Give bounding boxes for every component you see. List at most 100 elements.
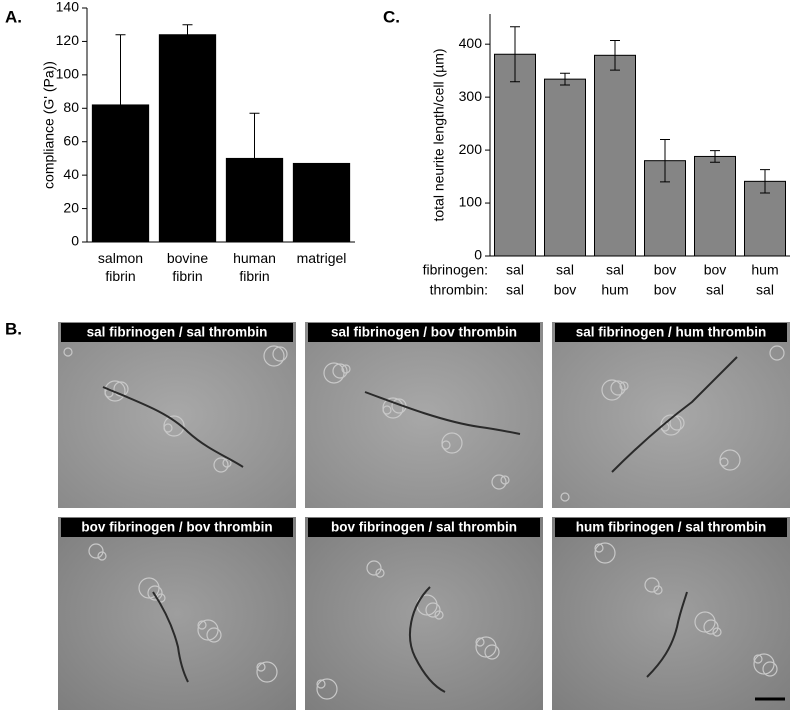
cell-blob (703, 619, 719, 635)
cell-blob (712, 627, 722, 637)
cell-blob (316, 679, 326, 689)
y-tick-label: 80 (63, 99, 79, 115)
x-tick-label: sal (756, 282, 774, 298)
bar (494, 53, 536, 257)
y-tick-label: 140 (56, 0, 80, 15)
neurite (364, 391, 521, 435)
error-bar (510, 26, 520, 83)
bar (694, 155, 736, 257)
caption-bar (61, 518, 293, 537)
bar (744, 180, 786, 257)
y-tick-label: 0 (474, 247, 482, 263)
cell-blob (762, 661, 778, 677)
cell-blob (753, 653, 775, 675)
micrograph-caption: sal fibrinogen / bov thrombin (331, 325, 517, 340)
cell-blob (601, 379, 623, 401)
x-tick-label: sal (556, 262, 574, 278)
bar (544, 78, 586, 257)
error-bar (760, 169, 770, 194)
cell-blob (213, 457, 229, 473)
micrograph: bov fibrinogen / sal thrombin (305, 517, 543, 710)
micrograph-image (58, 517, 296, 710)
panel-label: C. (383, 7, 400, 26)
neurite (102, 386, 244, 468)
neurite (611, 356, 738, 473)
x-tick-label: bov (554, 282, 577, 298)
bar (158, 34, 217, 243)
y-tick-label: 100 (459, 194, 483, 210)
cell-blob (653, 585, 663, 595)
micrograph: sal fibrinogen / hum thrombin (552, 322, 790, 508)
cell-blob (63, 347, 73, 357)
y-tick-label: 20 (63, 199, 79, 215)
micrograph-caption: bov fibrinogen / sal thrombin (331, 520, 517, 535)
error-bar (560, 72, 570, 86)
micrograph-caption: bov fibrinogen / bov thrombin (81, 520, 272, 535)
cell-blob (375, 568, 385, 578)
cell-blob (500, 475, 510, 485)
x-tick-label: sal (606, 262, 624, 278)
y-tick-label: 400 (459, 35, 483, 51)
y-tick-label: 60 (63, 132, 79, 148)
y-tick-label: 0 (71, 233, 79, 249)
micrograph: hum fibrinogen / sal thrombin (552, 517, 790, 710)
bar (594, 54, 636, 257)
cell-blob (256, 661, 278, 683)
y-axis-label: compliance (G' (Pa)) (41, 61, 57, 189)
cell-blob (341, 364, 351, 374)
error-bar (182, 24, 193, 35)
cell-blob (434, 610, 444, 620)
cell-blob (256, 662, 266, 672)
cell-blob (594, 543, 604, 553)
micrograph-image (552, 517, 790, 710)
neurite (409, 586, 446, 693)
x-row-label: thrombin: (430, 282, 488, 298)
cell-blob (197, 620, 207, 630)
caption-bar (308, 323, 540, 342)
panel-label: A. (5, 7, 22, 26)
micrograph-caption: sal fibrinogen / sal thrombin (87, 325, 268, 340)
cell-blob (163, 423, 173, 433)
cell-blob (272, 346, 288, 362)
cell-blob (222, 458, 232, 468)
y-tick-label: 300 (459, 88, 483, 104)
cell-blob (753, 654, 763, 664)
cell-blob (97, 551, 107, 561)
cell-blob (594, 542, 616, 564)
y-axis-label: total neurite length/cell (µm) (431, 48, 447, 221)
caption-bar (308, 518, 540, 537)
micrograph: sal fibrinogen / bov thrombin (305, 322, 543, 508)
cell-blob (475, 636, 497, 658)
cell-blob (323, 362, 345, 384)
cell-blob (197, 619, 219, 641)
x-tick-label: sal (706, 282, 724, 298)
cell-blob (644, 577, 660, 593)
cell-blob (719, 457, 729, 467)
caption-bar (555, 323, 787, 342)
cell-blob (88, 543, 104, 559)
x-tick-label: sal (506, 282, 524, 298)
y-tick-label: 40 (63, 166, 79, 182)
cell-blob (206, 627, 222, 643)
cell-blob (491, 474, 507, 490)
micrograph-caption: hum fibrinogen / sal thrombin (576, 520, 767, 535)
cell-blob (669, 415, 685, 431)
cell-blob (382, 405, 392, 415)
x-tick-label: bov (704, 262, 727, 278)
caption-bar (61, 323, 293, 342)
cell-blob (366, 560, 382, 576)
micrograph-image (305, 517, 543, 710)
micrograph: bov fibrinogen / bov thrombin (58, 517, 296, 710)
neurite (152, 591, 189, 683)
micrograph-caption: sal fibrinogen / hum thrombin (576, 325, 767, 340)
cell-blob (484, 644, 500, 660)
error-bar (115, 34, 126, 105)
cell-blob (441, 440, 451, 450)
cell-blob (560, 492, 570, 502)
micrograph-image (305, 322, 543, 508)
cell-blob (138, 577, 160, 599)
caption-bar (555, 518, 787, 537)
error-bar (710, 150, 720, 163)
x-tick-label: bovine fibrin (167, 250, 208, 284)
